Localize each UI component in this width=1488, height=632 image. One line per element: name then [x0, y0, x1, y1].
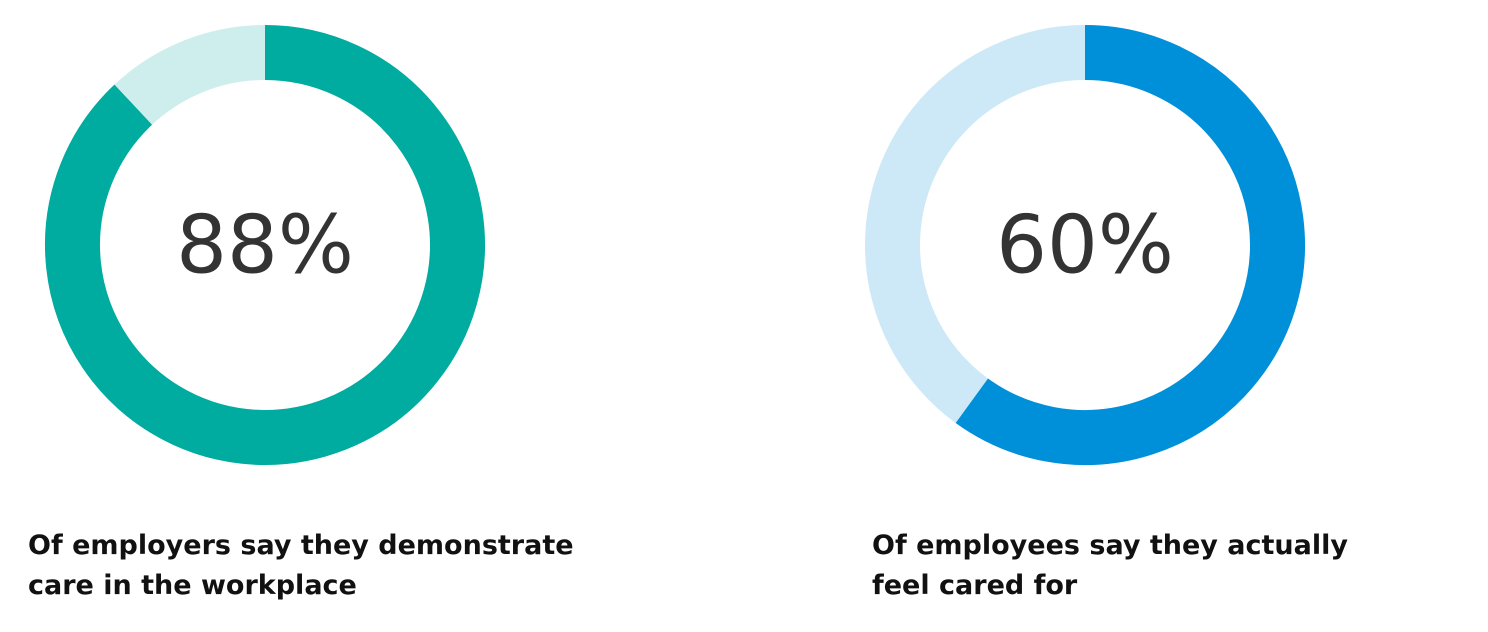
donut-arc	[955, 25, 1305, 465]
center-label: 60%	[996, 199, 1174, 292]
center-label: 88%	[176, 199, 354, 292]
caption: Of employees say they actually feel care…	[872, 530, 1348, 601]
caption: Of employers say they demonstrate care i…	[28, 530, 574, 601]
donut-arc	[45, 25, 485, 465]
